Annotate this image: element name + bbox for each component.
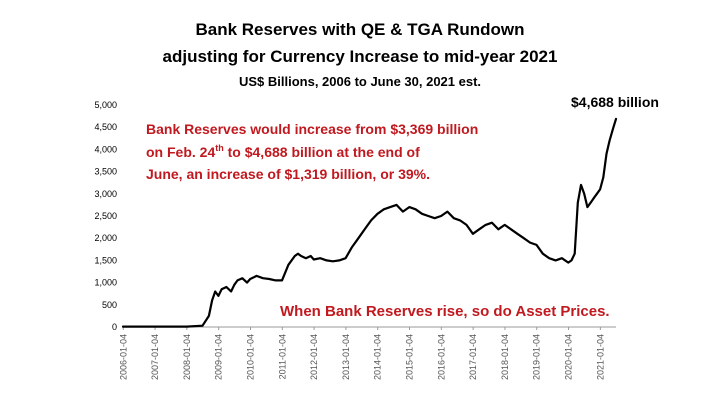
bottom-note: When Bank Reserves rise, so do Asset Pri… (280, 303, 610, 320)
y-tick-label: 500 (102, 300, 117, 310)
y-tick-label: 2,000 (94, 233, 117, 243)
x-tick-label: 2017-01-04 (468, 334, 478, 380)
x-tick-label: 2015-01-04 (405, 334, 415, 380)
series-line-bank-reserves (121, 117, 618, 328)
annotation-line-3: June, an increase of $1,319 billion, or … (146, 166, 430, 182)
annotation-line-1: Bank Reserves would increase from $3,369… (146, 121, 478, 137)
x-tick-label: 2009-01-04 (214, 334, 224, 380)
end-value-label: $4,688 billion (571, 94, 659, 110)
y-tick-label: 5,000 (94, 100, 117, 110)
series-layer (121, 117, 618, 328)
x-tick-label: 2013-01-04 (341, 334, 351, 380)
x-tick-label: 2011-01-04 (277, 334, 287, 379)
x-tick-label: 2018-01-04 (500, 334, 510, 380)
chart-title-line-2: adjusting for Currency Increase to mid-y… (163, 47, 558, 66)
x-tick-label: 2020-01-04 (564, 334, 574, 380)
y-tick-label: 4,500 (94, 122, 117, 132)
x-tick-label: 2019-01-04 (532, 334, 542, 380)
x-tick-label: 2010-01-04 (245, 334, 255, 380)
x-tick-label: 2016-01-04 (436, 334, 446, 380)
x-tick-label: 2006-01-04 (118, 334, 128, 380)
annotation-line-2: on Feb. 24th to $4,688 billion at the en… (146, 143, 420, 160)
chart-title-line-1: Bank Reserves with QE & TGA Rundown (195, 20, 524, 39)
x-axis: 2006-01-04 2007-01-04 2008-01-04 2009-01-04… (118, 326, 616, 380)
y-tick-label: 3,000 (94, 189, 117, 199)
y-tick-label: 0 (112, 322, 117, 332)
x-tick-label: 2012-01-04 (309, 334, 319, 380)
x-tick-label: 2014-01-04 (373, 334, 383, 380)
annotation-line-2-sup: th (215, 143, 224, 153)
x-tick-label: 2008-01-04 (182, 334, 192, 380)
y-tick-label: 1,000 (94, 278, 117, 288)
chart-subtitle: US$ Billions, 2006 to June 30, 2021 est. (239, 74, 481, 89)
x-tick-label: 2021-01-04 (595, 334, 605, 380)
annotation-line-2-pre: on Feb. 24 (146, 144, 215, 160)
y-tick-label: 3,500 (94, 167, 117, 177)
y-tick-label: 2,500 (94, 211, 117, 221)
annotation-line-2-post: to $4,688 billion at the end of (224, 144, 420, 160)
x-tick-label: 2007-01-04 (150, 334, 160, 380)
y-axis: 0 500 1,000 1,500 2,000 2,500 3,000 3,500 4,000 4… (94, 100, 117, 332)
y-tick-label: 4,000 (94, 144, 117, 154)
y-tick-label: 1,500 (94, 255, 117, 265)
